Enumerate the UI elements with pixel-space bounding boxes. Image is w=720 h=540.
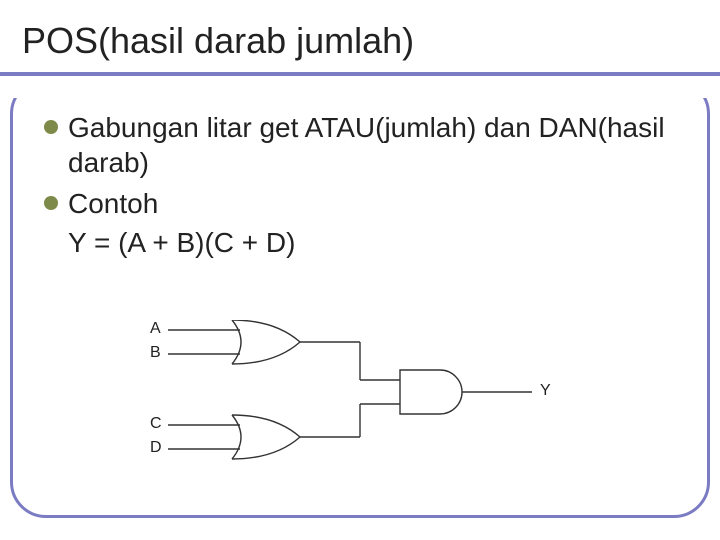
input-label-c: C <box>150 415 162 433</box>
input-label-b: B <box>150 344 161 362</box>
header-area: POS(hasil darab jumlah) <box>0 0 720 98</box>
content-area: Gabungan litar get ATAU(jumlah) dan DAN(… <box>44 110 674 259</box>
input-label-d: D <box>150 439 162 457</box>
title-underline <box>0 72 720 76</box>
circuit-svg <box>150 320 590 500</box>
bullet-dot-icon <box>44 120 58 134</box>
bullet-text: Gabungan litar get ATAU(jumlah) dan DAN(… <box>68 110 674 180</box>
bullet-item: Contoh <box>44 186 674 221</box>
page-title: POS(hasil darab jumlah) <box>22 20 414 62</box>
bullet-text: Contoh <box>68 186 158 221</box>
output-label-y: Y <box>540 382 551 400</box>
input-label-a: A <box>150 320 161 338</box>
logic-circuit: A B C D Y <box>150 320 590 500</box>
bullet-item: Gabungan litar get ATAU(jumlah) dan DAN(… <box>44 110 674 180</box>
bullet-dot-icon <box>44 196 58 210</box>
formula-text: Y = (A + B)(C + D) <box>68 227 674 259</box>
